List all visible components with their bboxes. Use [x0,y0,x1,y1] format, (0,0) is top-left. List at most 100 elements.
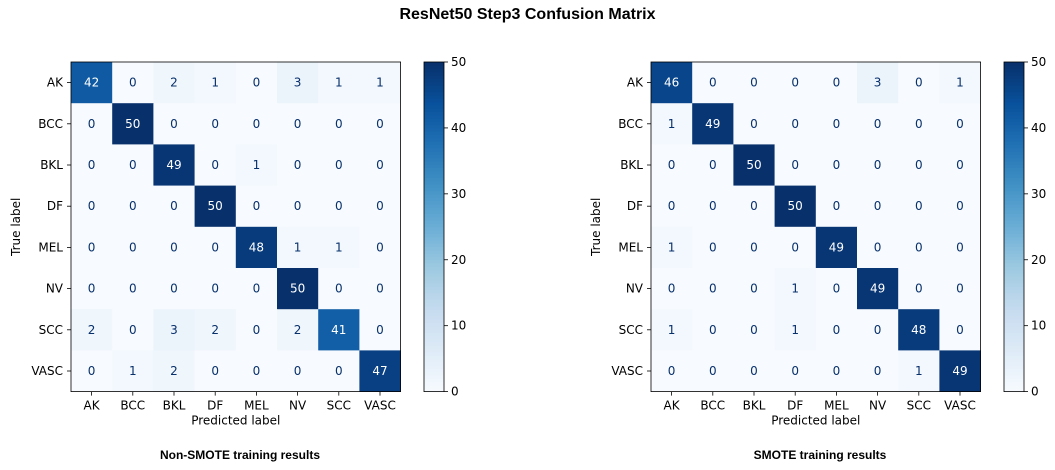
cell-SCC-AK [651,309,693,351]
colorbar-segment [424,108,444,112]
cell-value-label: 1 [211,76,219,90]
colorbar-segment [1004,197,1024,201]
cell-NV-BCC [692,268,734,310]
x-tick-label: VASC [364,399,396,413]
colorbar-segment [1004,352,1024,356]
y-tick-label: BCC [38,117,63,131]
cell-VASC-SCC [318,350,360,392]
x-tick-label: DF [207,399,223,413]
colorbar-segment [1004,236,1024,241]
colorbar-segment [1004,335,1024,340]
y-tick-label: BCC [618,117,643,131]
cell-BKL-VASC [939,144,981,186]
y-tick-label: SCC [619,323,643,337]
colorbar-segment [1004,114,1024,119]
cell-value-label: 47 [372,364,387,378]
figure-title: ResNet50 Step3 Confusion Matrix [399,6,656,23]
cell-BCC-SCC [318,103,360,145]
cell-value-label: 0 [874,158,882,172]
colorbar-segment [1004,137,1024,142]
colorbar-segment [1004,71,1024,76]
cell-NV-VASC [359,268,401,310]
colorbar-segment [1004,167,1024,172]
cell-value-label: 0 [833,76,841,90]
cell-value-label: 0 [915,240,923,254]
colorbar-segment [1004,358,1024,363]
colorbar-segment [1004,322,1024,327]
cell-AK-MEL [815,62,858,104]
colorbar-segment [1004,289,1024,294]
cell-MEL-NV [857,226,899,269]
cell-BCC-BKL [733,103,775,145]
colorbar-segment [424,328,444,333]
cell-value-label: 3 [294,76,302,90]
cell-NV-NV [277,268,319,310]
colorbar-segment [1004,174,1024,178]
cell-DF-DF [194,185,237,228]
cell-value-label: 0 [129,158,137,172]
cell-MEL-VASC [359,226,401,269]
colorbar-segment [1004,65,1024,70]
cell-value-label: 1 [668,240,676,254]
colorbar-segment [424,210,444,215]
cell-value-label: 0 [376,199,384,213]
cell-BCC-SCC [898,103,940,145]
colorbar-segment [424,233,444,238]
cell-value-label: 0 [253,282,261,296]
colorbar-tick-label: 20 [451,253,466,267]
cell-DF-DF [774,185,817,228]
colorbar-segment [1004,365,1024,370]
colorbar-segment [1004,246,1024,251]
colorbar-segment [1004,328,1024,333]
caption-smote: SMOTE training results [753,448,887,462]
cell-BKL-NV [277,144,319,186]
cell-value-label: 1 [129,364,137,378]
cell-AK-BCC [692,62,734,104]
cell-BCC-NV [277,103,319,145]
cell-MEL-AK [71,226,113,269]
cell-value-label: 1 [791,282,799,296]
cell-VASC-MEL [235,350,278,392]
cell-value-label: 0 [88,240,96,254]
colorbar-segment [1004,269,1024,274]
cell-value-label: 3 [170,323,178,337]
cell-value-label: 0 [376,240,384,254]
cell-value-label: 0 [833,117,841,131]
cell-value-label: 0 [750,76,758,90]
colorbar-segment [424,71,444,76]
colorbar-segment [1004,190,1024,195]
colorbar-segment [424,388,444,393]
cell-BCC-MEL [235,103,278,145]
cell-AK-AK [651,62,693,104]
y-tick-label: VASC [31,364,63,378]
cell-SCC-DF [774,309,817,351]
cell-value-label: 46 [664,76,679,90]
cell-AK-MEL [235,62,278,104]
cell-SCC-VASC [939,309,981,351]
colorbar-segment [1004,348,1024,353]
colorbar-segment [1004,118,1024,122]
cell-VASC-VASC [359,350,401,392]
colorbar-segment [424,230,444,234]
cell-value-label: 0 [915,282,923,296]
cell-VASC-DF [194,350,237,392]
colorbar-tick-label: 40 [451,121,466,135]
colorbar-segment [424,200,444,205]
colorbar-segment [424,187,444,192]
x-tick-label: SCC [907,399,931,413]
cell-value-label: 0 [791,158,799,172]
cell-AK-DF [194,62,237,104]
cell-value-label: 3 [874,76,882,90]
cell-value-label: 0 [874,117,882,131]
colorbar-segment [1004,144,1024,149]
cell-value-label: 0 [335,158,343,172]
matrix-frame [650,61,982,393]
cell-value-label: 49 [705,117,720,131]
cell-value-label: 0 [791,240,799,254]
colorbar-segment [424,338,444,343]
cell-DF-VASC [939,185,981,228]
colorbar-segment [424,263,444,267]
colorbar-frame [1003,61,1025,393]
cell-BKL-BKL [153,144,195,186]
